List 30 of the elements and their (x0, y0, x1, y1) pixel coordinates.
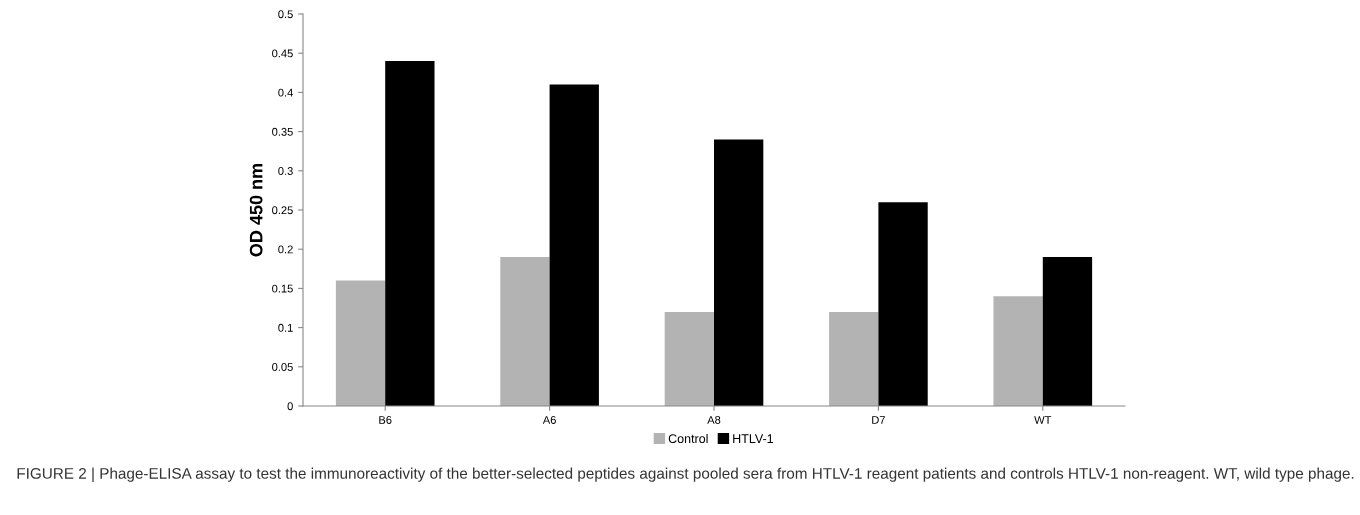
bar (878, 202, 928, 406)
y-tick-label: 0.5 (278, 10, 293, 19)
bar (1042, 257, 1093, 406)
caption: FIGURE 2 | Phage-ELISA assay to test the immunoreactivity of the better-selected peptides against pooled sera from HTLV-1 reagent patients and controls HTLV-1 non-reagent. WT, wild type phage. (17, 467, 1354, 482)
x-tick-label: WT (1034, 416, 1052, 424)
bar (993, 296, 1043, 406)
y-tick-label: 0.1 (278, 323, 293, 332)
y-axis-title: OD 450 nm (249, 163, 263, 257)
bar (829, 311, 879, 406)
bar (335, 280, 386, 406)
bar (500, 257, 550, 406)
bar (714, 139, 764, 406)
y-tick-label: 0.4 (278, 88, 293, 97)
y-tick-label: 0.3 (278, 167, 293, 175)
legend-label: HTLV-1 (733, 434, 774, 443)
y-tick-label: 0 (287, 402, 293, 411)
y-tick-label: 0.35 (272, 127, 293, 136)
y-tick-label: 0.45 (272, 49, 293, 58)
x-tick-label: B6 (379, 416, 392, 424)
bar (385, 61, 435, 406)
x-tick-label: D7 (872, 416, 885, 424)
legend-label: Control (668, 433, 708, 444)
y-tick-label: 0.25 (272, 206, 293, 215)
y-tick-label: 0.2 (278, 245, 293, 254)
x-tick-label: A6 (542, 416, 556, 424)
bar (664, 311, 714, 406)
bar (549, 84, 599, 406)
y-tick-label: 0.15 (272, 284, 293, 293)
y-tick-label: 0.05 (272, 363, 293, 371)
x-tick-label: A8 (707, 416, 721, 424)
